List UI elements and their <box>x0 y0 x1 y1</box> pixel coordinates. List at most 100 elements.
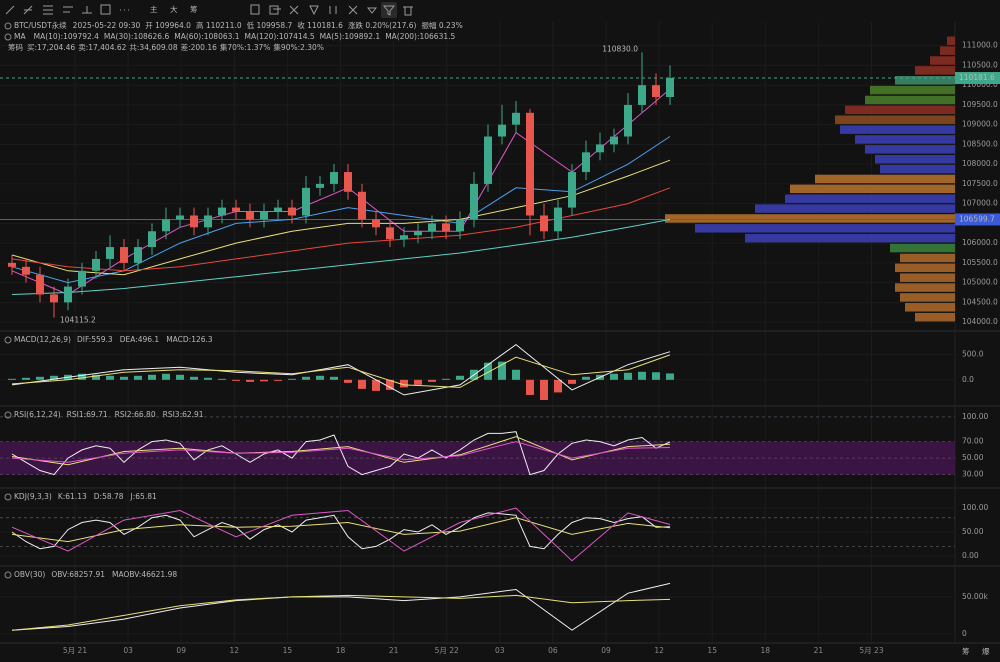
tool-hlines[interactable] <box>43 5 53 15</box>
macd-bar <box>204 377 212 380</box>
tool-layout[interactable] <box>250 4 260 15</box>
tool-copy[interactable] <box>269 5 281 15</box>
macd-bar <box>50 375 58 380</box>
corner-button[interactable]: 筹 <box>962 646 970 656</box>
tool-filter-bg[interactable] <box>381 2 397 18</box>
price-label: 106599.7 <box>959 214 995 223</box>
y-tick-label: 0 <box>962 629 967 638</box>
x-tick-label: 18 <box>761 646 771 655</box>
y-tick-label: 111000.0 <box>962 41 998 50</box>
macd-bar <box>330 376 338 380</box>
toolbar-button[interactable]: 主 <box>150 4 158 14</box>
macd-bar <box>568 379 576 384</box>
candle-body <box>330 172 338 184</box>
candle-body <box>274 207 282 212</box>
toolbar-button[interactable]: 大 <box>170 4 178 14</box>
high-label: 110830.0 <box>602 44 638 53</box>
candle-body <box>64 286 72 303</box>
indicator-line <box>11 517 671 543</box>
y-tick-label: 105000.0 <box>962 278 998 287</box>
legend-text: 低 109958.7 <box>247 20 293 30</box>
tool-delete[interactable] <box>403 6 413 16</box>
macd-bar <box>428 379 436 382</box>
legend-text: 涨跌 0.20%(217.6) <box>348 20 417 30</box>
macd-bar <box>638 371 646 380</box>
candle-body <box>554 207 562 232</box>
tool-eye[interactable] <box>366 7 378 14</box>
tool-lock[interactable] <box>329 6 337 14</box>
y-tick-label: 105500.0 <box>962 258 998 267</box>
pane-title: MACD(12,26,9) <box>14 335 71 344</box>
y-tick-label: 100.00 <box>962 412 988 421</box>
y-tick-label: 100.00 <box>962 503 988 512</box>
macd-bar <box>36 376 44 380</box>
x-tick-label: 09 <box>601 646 611 655</box>
volume-profile-bar <box>785 194 955 203</box>
candle-body <box>232 207 240 212</box>
legend-text: 买:17,204.46 <box>27 43 75 52</box>
tool-filter[interactable] <box>382 5 396 16</box>
x-tick-label: 5月 22 <box>435 646 459 655</box>
y-tick-label: 500.0 <box>962 350 984 359</box>
header-icon <box>4 33 12 41</box>
candle-body <box>316 183 324 188</box>
candle-body <box>400 235 408 240</box>
indicator-line <box>11 512 671 550</box>
toolbar <box>5 2 413 18</box>
candle-body <box>190 215 198 228</box>
tool-line[interactable] <box>5 5 15 15</box>
tool-magnet[interactable] <box>309 5 319 16</box>
header-icon <box>4 571 12 579</box>
macd-bar <box>106 375 114 380</box>
macd-bar <box>92 374 100 380</box>
candle-body <box>638 85 646 105</box>
price-label-bg <box>955 213 1000 226</box>
tool-cross[interactable] <box>289 5 299 15</box>
candle-body <box>428 223 436 232</box>
tool-ray[interactable] <box>23 5 33 15</box>
volume-profile-bar <box>900 273 955 282</box>
y-tick-label: 30.00 <box>962 470 984 479</box>
legend-text: 集90%:2.30% <box>273 42 324 52</box>
tool-grid[interactable] <box>100 4 111 15</box>
volume-profile-bar <box>900 253 955 263</box>
indicator-line <box>11 218 671 295</box>
y-tick-label: 104500.0 <box>962 297 998 306</box>
macd-bar <box>386 379 394 390</box>
macd-bar <box>498 361 506 380</box>
legend-text: RSI1:69.71 <box>67 410 108 419</box>
candle-body <box>8 262 16 267</box>
volume-profile-bar <box>895 75 955 85</box>
x-tick-label: 21 <box>814 646 824 655</box>
toolbar-button[interactable]: 筹 <box>190 4 198 14</box>
candle-body <box>134 247 142 263</box>
macd-bar <box>260 379 268 382</box>
tool-text[interactable] <box>82 6 92 14</box>
volume-profile-bar <box>890 243 955 253</box>
corner-button[interactable]: 爆 <box>982 646 990 656</box>
macd-bar <box>652 372 660 380</box>
y-tick-label: 50.00 <box>962 527 984 536</box>
y-tick-label: 104000.0 <box>962 317 998 326</box>
y-tick-label: 50.00 <box>962 453 984 462</box>
indicator-line <box>11 582 671 631</box>
legend-text: RSI3:62.91 <box>163 410 204 419</box>
macd-bar <box>414 379 422 385</box>
legend-text: 卖:17,404.62 <box>78 43 126 52</box>
macd-bar <box>302 376 310 380</box>
tool-fib[interactable] <box>63 6 73 13</box>
indicator-line <box>11 436 671 466</box>
volume-profile-bar <box>695 224 955 233</box>
macd-bar <box>288 378 296 380</box>
y-tick-label: 108500.0 <box>962 139 998 148</box>
legend-text: J:65.81 <box>130 492 157 501</box>
header-icon <box>4 411 12 419</box>
legend-text: 差:200.16 <box>181 42 217 52</box>
tool-hide[interactable] <box>348 5 358 15</box>
candle-body <box>176 215 184 220</box>
macd-bar <box>78 373 86 380</box>
macd-bar <box>274 379 282 381</box>
volume-profile-bar <box>745 233 955 243</box>
